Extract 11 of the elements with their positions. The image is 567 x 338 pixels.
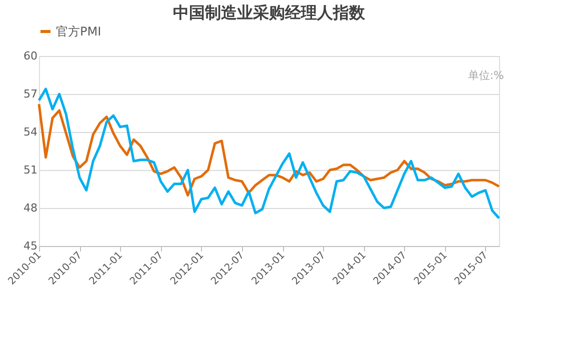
legend-label: 官方PMI — [56, 24, 102, 38]
y-tick-label: 60 — [24, 50, 38, 62]
y-tick-label: 48 — [24, 202, 38, 214]
chart-title: 中国制造业采购经理人指数 — [173, 3, 366, 22]
y-tick-label: 57 — [24, 88, 38, 100]
annotation: 单位:% — [468, 69, 504, 82]
y-tick-label: 54 — [24, 126, 38, 138]
line-series — [38, 88, 500, 220]
line-series — [38, 102, 500, 197]
y-tick-label: 51 — [24, 164, 38, 176]
y-tick-label: 45 — [24, 240, 38, 252]
